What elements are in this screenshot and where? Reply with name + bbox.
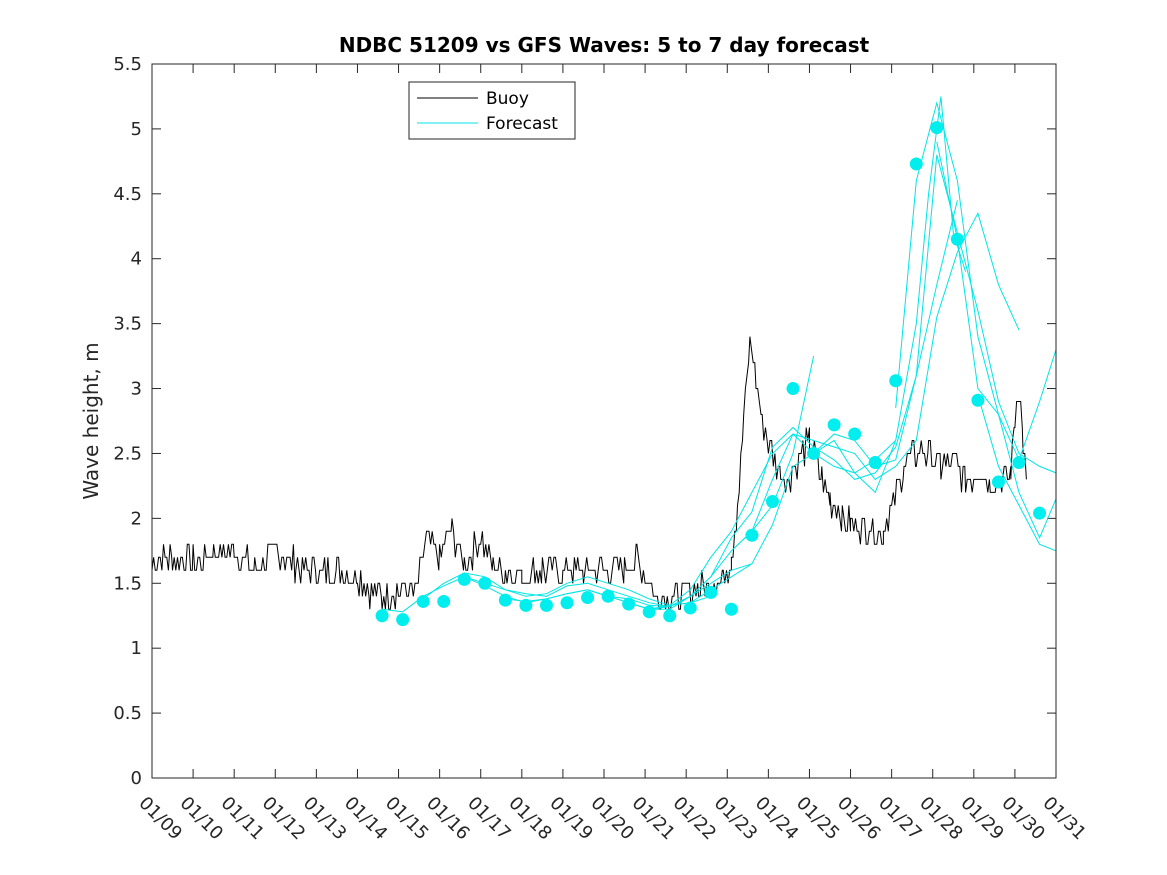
forecast-marker: [498, 593, 512, 607]
y-axis-label: Wave height, m: [79, 342, 103, 499]
forecast-marker: [683, 601, 697, 615]
legend: Buoy Forecast: [408, 81, 576, 140]
forecast-marker: [930, 121, 944, 135]
forecast-line: [382, 576, 670, 613]
y-tick-label: 4.5: [113, 184, 142, 205]
chart-title: NDBC 51209 vs GFS Waves: 5 to 7 day fore…: [339, 33, 870, 57]
forecast-marker: [375, 609, 389, 623]
forecast-marker: [1033, 506, 1047, 520]
forecast-marker: [724, 602, 738, 616]
buoy-line: [151, 336, 1027, 610]
legend-label-buoy: Buoy: [486, 89, 529, 109]
forecast-line: [731, 211, 1020, 552]
forecast-marker: [765, 494, 779, 508]
y-tick-label: 5: [131, 119, 142, 140]
forecast-marker: [971, 393, 985, 407]
plot-frame: [151, 63, 1057, 779]
forecast-line: [422, 572, 711, 606]
y-tick-label: 3.5: [113, 314, 142, 335]
legend-label-forecast: Forecast: [486, 114, 558, 134]
y-tick-label: 5.5: [113, 54, 142, 75]
y-tick-label: 3: [131, 379, 142, 400]
forecast-marker: [622, 597, 636, 611]
forecast-marker: [909, 157, 923, 171]
forecast-markers: [375, 121, 1047, 627]
forecast-marker: [807, 446, 821, 460]
forecast-marker: [478, 576, 492, 590]
y-tick-label: 1: [131, 638, 142, 659]
y-tick-labels: 0 0.5 1 1.5 2 2.5 3 3.5 4 4.5 5 5.5: [113, 54, 142, 789]
forecast-marker: [560, 596, 574, 610]
forecast-marker: [868, 456, 882, 470]
forecast-marker: [848, 427, 862, 441]
forecast-line: [690, 96, 967, 604]
legend-box: [408, 81, 576, 140]
y-tick-label: 0.5: [113, 703, 142, 724]
forecast-marker: [786, 382, 800, 396]
forecast-line: [813, 154, 1057, 474]
forecast-marker: [1012, 456, 1026, 470]
forecast-marker: [745, 528, 759, 542]
forecast-marker: [519, 598, 533, 612]
forecast-marker: [601, 589, 615, 603]
forecast-marker: [539, 598, 553, 612]
forecast-marker: [396, 613, 410, 627]
y-tick-label: 1.5: [113, 573, 142, 594]
forecast-marker: [642, 605, 656, 619]
forecast-marker: [416, 594, 430, 608]
buoy-series: [151, 336, 1027, 610]
forecast-marker: [950, 232, 964, 246]
forecast-marker: [663, 609, 677, 623]
forecast-line: [895, 100, 1057, 540]
y-tick-label: 4: [131, 249, 142, 270]
forecast-marker: [581, 591, 595, 605]
forecast-marker: [991, 475, 1005, 489]
plot-area: [152, 64, 1056, 778]
forecast-marker: [704, 585, 718, 599]
forecast-marker: [437, 594, 451, 608]
forecast-marker: [457, 572, 471, 586]
forecast-marker: [827, 418, 841, 432]
forecast-line: [977, 394, 1057, 552]
y-tick-label: 2: [131, 508, 142, 529]
y-tick-label: 2.5: [113, 443, 142, 464]
forecast-line: [505, 355, 815, 610]
y-tick-label: 0: [131, 768, 142, 789]
axis-ticks: [151, 63, 1057, 779]
forecast-marker: [889, 374, 903, 388]
